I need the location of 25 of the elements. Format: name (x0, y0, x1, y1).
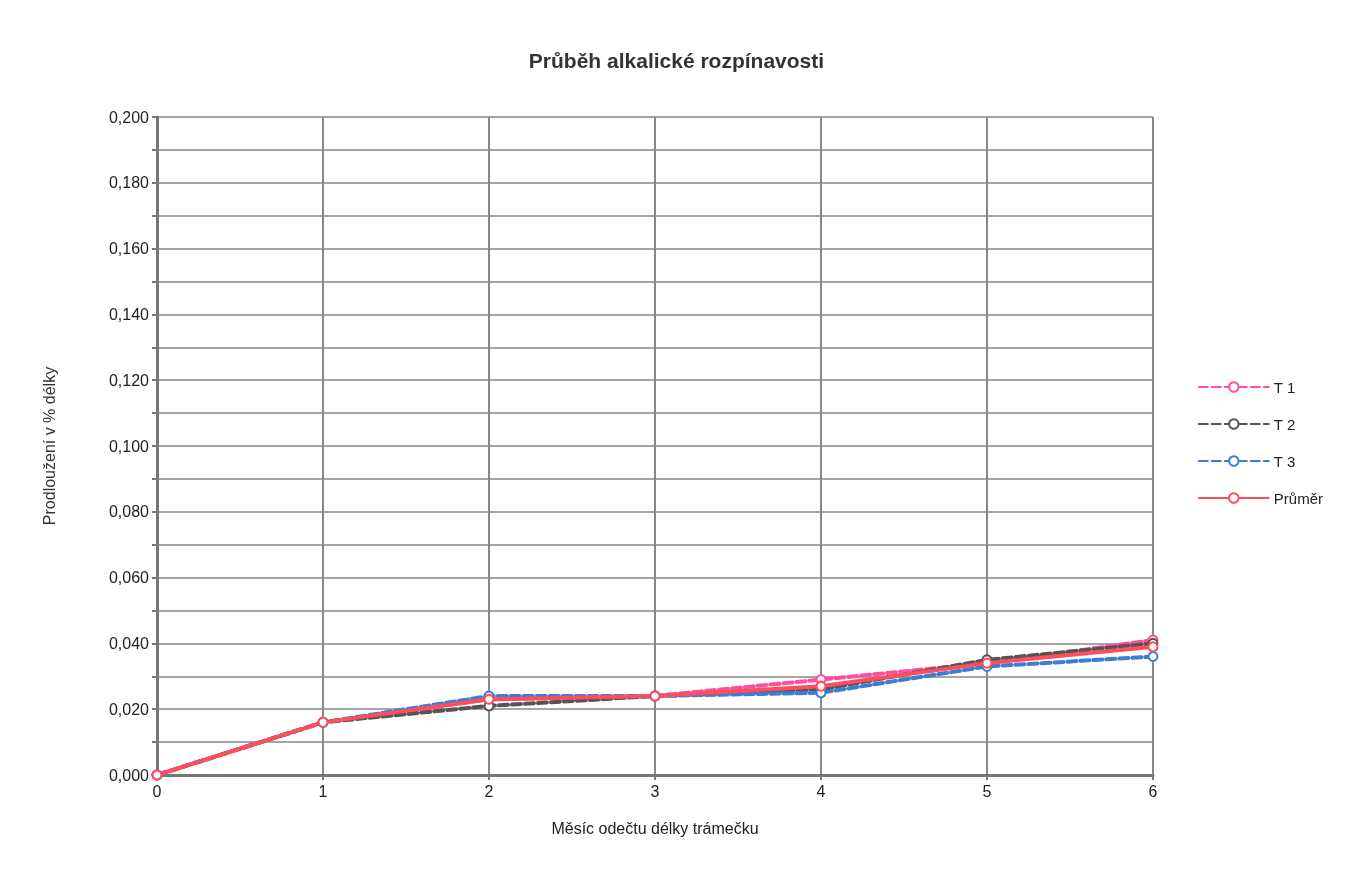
y-tick-label: 0,160 (108, 240, 150, 258)
y-tick-label: 0,080 (108, 503, 150, 521)
x-tick-label: 6 (1148, 782, 1158, 800)
y-tick-label: 0,120 (108, 371, 150, 389)
chart-title: Průběh alkalické rozpínavosti (528, 49, 825, 72)
x-axis-title: Měsíc odečtu délky trámečku (551, 819, 759, 837)
y-tick-label: 0,180 (108, 174, 150, 192)
y-tick-label: 0,000 (108, 766, 150, 784)
y-tick-label: 0,020 (108, 700, 150, 718)
legend-label: Průměr (1273, 489, 1324, 507)
y-tick-label: 0,200 (108, 108, 150, 126)
x-tick-label: 3 (650, 782, 660, 800)
y-tick-label: 0,100 (108, 437, 150, 455)
x-tick-label: 4 (816, 782, 826, 800)
y-tick-label: 0,040 (108, 634, 150, 652)
y-tick-label: 0,060 (108, 569, 150, 587)
y-axis-title: Prodloužení v % délky (40, 366, 58, 526)
legend-label: T 3 (1273, 452, 1296, 470)
x-tick-label: 1 (318, 782, 328, 800)
x-tick-label: 5 (982, 782, 992, 800)
x-tick-label: 0 (152, 782, 162, 800)
legend-label: T 1 (1273, 378, 1296, 396)
legend-label: T 2 (1273, 415, 1296, 433)
y-tick-label: 0,140 (108, 305, 150, 323)
x-tick-label: 2 (484, 782, 494, 800)
